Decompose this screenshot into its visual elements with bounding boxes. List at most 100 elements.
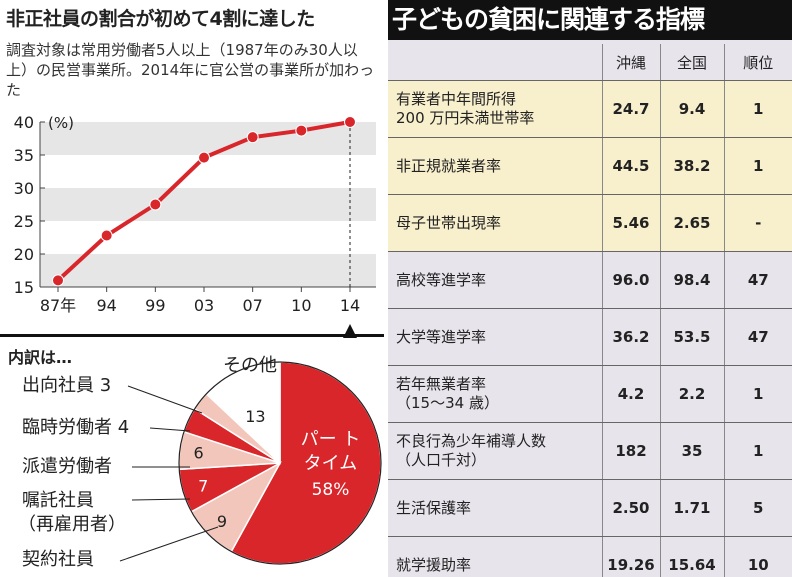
rank-value: -	[723, 194, 792, 252]
slice-label-parttime-2: タイム	[304, 453, 358, 474]
national-value: 98.4	[659, 251, 724, 309]
slice-label: 契約社員	[22, 549, 94, 570]
okinawa-value: 44.5	[601, 137, 660, 195]
row-label: 生活保護率	[388, 479, 602, 537]
slice-label-other: その他	[223, 355, 277, 376]
rank-value: 47	[723, 308, 792, 366]
right-panel: 子どもの貧困に関連する指標 沖縄 全国 順位 有業者中年間所得 200 万円未満…	[388, 0, 792, 577]
data-point	[52, 274, 64, 287]
y-tick-label: 15	[14, 278, 34, 297]
national-value: 15.64	[659, 536, 724, 577]
leader-line	[119, 526, 219, 562]
slice-value-other: 13	[245, 407, 265, 426]
pie-outline	[178, 361, 382, 565]
row-label: 有業者中年間所得 200 万円未満世帯率	[388, 80, 602, 138]
national-value: 35	[659, 422, 724, 480]
okinawa-value: 19.26	[601, 536, 660, 577]
slice-label-parttime-1: パー ト	[301, 429, 361, 450]
data-point	[246, 131, 259, 144]
table-row: 高校等進学率 96.0 98.4 47	[388, 251, 792, 309]
table-row: 非正規就業者率 44.5 38.2 1	[388, 137, 792, 195]
table-header-row: 沖縄 全国 順位	[388, 44, 792, 81]
rank-value: 10	[723, 536, 792, 577]
leader-line	[131, 498, 191, 501]
okinawa-value: 24.7	[601, 80, 660, 138]
rank-value: 47	[723, 251, 792, 309]
grid-band	[40, 254, 376, 287]
okinawa-value: 36.2	[601, 308, 660, 366]
y-tick-label: 20	[14, 245, 34, 264]
national-value: 38.2	[659, 137, 724, 195]
x-tick-label: 99	[145, 296, 165, 315]
left-panel: 非正社員の割合が初めて4割に達した 調査対象は常用労働者5人以上（1987年のみ…	[0, 0, 384, 577]
x-tick-label: 10	[291, 296, 311, 315]
line-chart: 15 20 25 30 35 40 (%) 87年 94 99 03 07 10 14	[14, 113, 376, 338]
slice-value-parttime: 58%	[312, 480, 350, 500]
okinawa-value: 4.2	[601, 365, 660, 423]
x-tick-label: 94	[96, 296, 116, 315]
table-row: 大学等進学率 36.2 53.5 47	[388, 308, 792, 366]
grid-band	[40, 188, 376, 221]
x-tick-label: 87年	[40, 296, 76, 315]
row-label: 非正規就業者率	[388, 137, 602, 195]
table-row: 若年無業者率 （15～34 歳） 4.2 2.2 1	[388, 365, 792, 423]
table-row: 有業者中年間所得 200 万円未満世帯率 24.7 9.4 1	[388, 80, 792, 138]
row-label: 若年無業者率 （15～34 歳）	[388, 365, 602, 423]
header-label	[388, 44, 602, 81]
slice-label: 嘱託社員	[22, 490, 94, 511]
table-row: 就学援助率 19.26 15.64 10	[388, 536, 792, 577]
okinawa-value: 2.50	[601, 479, 660, 537]
survey-note: 調査対象は常用労働者5人以上（1987年のみ30人以上）の民営事業所。2014年…	[6, 41, 375, 99]
okinawa-value: 182	[601, 422, 660, 480]
rank-value: 1	[723, 80, 792, 138]
data-point	[344, 116, 356, 128]
table-row: 生活保護率 2.50 1.71 5	[388, 479, 792, 537]
slice-label-sub: （再雇用者）	[18, 514, 126, 535]
okinawa-value: 5.46	[601, 194, 660, 252]
data-point	[100, 229, 113, 242]
national-value: 2.65	[659, 194, 724, 252]
leader-line	[127, 385, 203, 414]
row-label: 母子世帯出現率	[388, 194, 602, 252]
row-label: 不良行為少年補導人数 （人口千対）	[388, 422, 602, 480]
rank-value: 5	[723, 479, 792, 537]
y-tick-label: 25	[14, 212, 34, 231]
rank-value: 1	[723, 137, 792, 195]
data-point	[198, 151, 210, 164]
national-value: 2.2	[659, 365, 724, 423]
slice-value: 7	[198, 476, 208, 495]
indicator-table: 沖縄 全国 順位 有業者中年間所得 200 万円未満世帯率 24.7 9.4 1 非正規…	[388, 44, 792, 577]
slice-value: 9	[217, 512, 227, 531]
row-label: 高校等進学率	[388, 251, 602, 309]
y-tick-label: 40	[14, 113, 34, 132]
header-national: 全国	[659, 44, 724, 81]
slice-label: 出向社員 3	[22, 375, 111, 396]
okinawa-value: 96.0	[601, 251, 660, 309]
data-point	[295, 124, 308, 137]
line-chart-title: 非正社員の割合が初めて4割に達した	[6, 8, 315, 30]
national-value: 9.4	[659, 80, 724, 138]
breakdown-title: 内訳は…	[8, 348, 73, 367]
slice-value: 6	[194, 444, 204, 463]
slice-label: 臨時労働者 4	[22, 417, 129, 438]
table-row: 母子世帯出現率 5.46 2.65-	[388, 194, 792, 252]
table-title: 子どもの貧困に関連する指標	[388, 0, 792, 40]
y-unit-label: (%)	[48, 114, 74, 132]
slice-label: 派遣労働者	[22, 456, 112, 477]
data-point	[149, 198, 162, 211]
table-row: 不良行為少年補導人数 （人口千対） 182 35 1	[388, 422, 792, 480]
national-value: 1.71	[659, 479, 724, 537]
leader-line	[149, 427, 191, 432]
rank-value: 1	[723, 422, 792, 480]
section-divider	[0, 334, 384, 337]
rank-value: 1	[723, 365, 792, 423]
y-tick-label: 30	[14, 179, 34, 198]
row-label: 就学援助率	[388, 536, 602, 577]
x-tick-label: 14	[340, 296, 360, 315]
panel-divider	[384, 0, 388, 577]
x-tick-label: 03	[194, 296, 214, 315]
y-tick-label: 35	[14, 146, 34, 165]
x-tick-label: 07	[242, 296, 262, 315]
header-rank: 順位	[723, 44, 792, 81]
